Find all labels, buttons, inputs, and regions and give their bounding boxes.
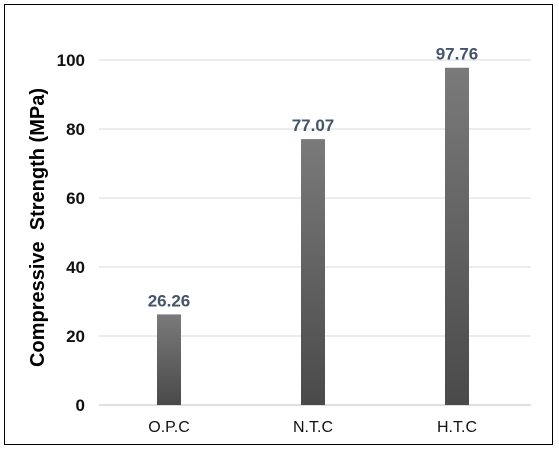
y-tick-label: 40 <box>66 258 85 277</box>
x-category-label: O.P.C <box>148 419 190 436</box>
data-label: 26.26 <box>148 291 191 310</box>
bar-chart: 0 20 40 60 80 100 26.26 77.07 97.76 O.P.C N.T.C H… <box>27 45 531 436</box>
y-tick-label: 100 <box>57 51 85 70</box>
y-tick-label: 80 <box>66 120 85 139</box>
y-axis-ticks: 0 20 40 60 80 100 <box>57 51 85 415</box>
y-tick-label: 60 <box>66 189 85 208</box>
bar-htc <box>445 67 469 405</box>
data-labels: 26.26 77.07 97.76 <box>148 45 479 311</box>
bar-ntc <box>301 139 325 405</box>
y-tick-label: 20 <box>66 327 85 346</box>
x-category-label: N.T.C <box>293 419 333 436</box>
y-axis-label: Compressive Strength (MPa) <box>27 88 49 367</box>
y-tick-label: 0 <box>76 396 85 415</box>
bar-opc <box>157 314 181 405</box>
data-label: 97.76 <box>436 45 479 64</box>
bars <box>157 67 469 405</box>
data-label: 77.07 <box>292 116 335 135</box>
x-category-label: H.T.C <box>437 419 477 436</box>
chart-frame: 0 20 40 60 80 100 26.26 77.07 97.76 O.P.C N.T.C H… <box>4 4 553 445</box>
x-axis-categories: O.P.C N.T.C H.T.C <box>148 419 477 436</box>
